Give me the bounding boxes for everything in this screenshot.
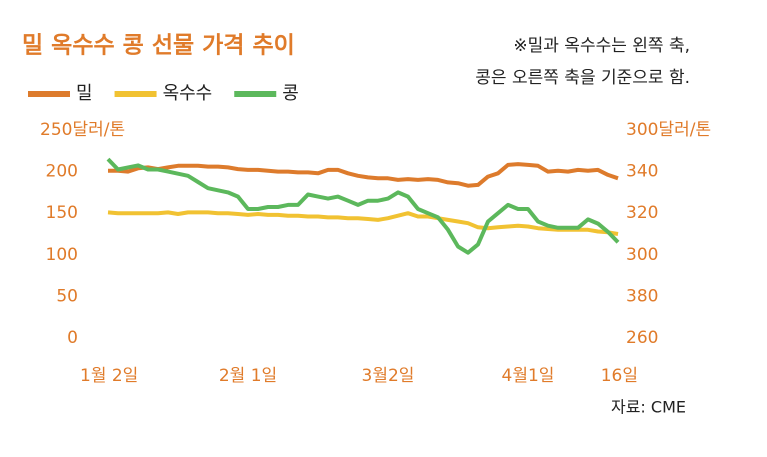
- line: [107, 210, 619, 236]
- x-tick-label: 4월1일: [502, 366, 555, 386]
- line: [106, 157, 620, 255]
- y-tick-label: 200: [46, 162, 78, 182]
- x-tick-label: 3월2일: [362, 366, 415, 386]
- legend-label: 옥수수: [163, 83, 213, 104]
- y2-tick-label: 340: [626, 162, 658, 182]
- y2-tick-label: 300: [626, 245, 658, 265]
- x-tick-label: 16일: [601, 366, 638, 386]
- annotation: 콩은 오른쪽 축을 기준으로 함.: [475, 68, 690, 88]
- legend-label: 콩: [282, 83, 299, 104]
- y-tick-label: 150: [46, 203, 78, 223]
- y2-tick-label: 320: [626, 203, 658, 223]
- y2-tick-label: 380: [626, 286, 658, 306]
- y2-tick-label: 260: [626, 328, 658, 348]
- y-tick-label: 250달러/톤: [40, 120, 125, 140]
- x-tick-label: 1월 2일: [80, 366, 138, 386]
- x-tick-label: 2월 1일: [219, 366, 277, 386]
- annotation: ※밀과 옥수수는 왼쪽 축,: [513, 36, 690, 56]
- line: [108, 162, 619, 188]
- chart-title: 밀 옥수수 콩 선물 가격 추이: [22, 33, 295, 59]
- y2-tick-label: 300달러/톤: [626, 120, 711, 140]
- y-tick-label: 50: [56, 286, 78, 306]
- source: 자료: CME: [611, 398, 686, 417]
- legend-label: 밀: [76, 83, 93, 104]
- y-tick-label: 0: [67, 328, 78, 348]
- y-tick-label: 100: [46, 245, 78, 265]
